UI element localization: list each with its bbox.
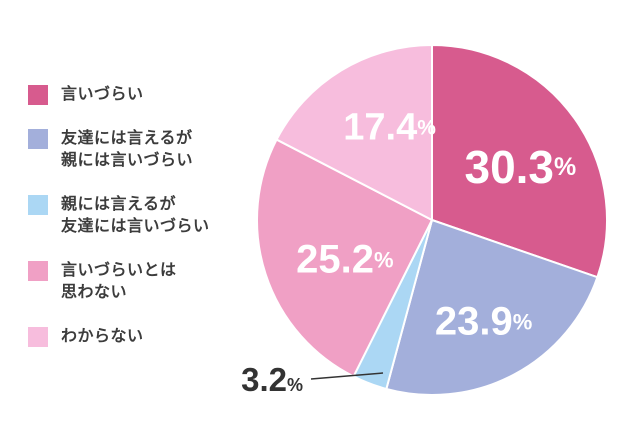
pie-value-label-4: 17.4%: [343, 106, 436, 148]
pie-slice-0: [431, 43, 608, 279]
legend-swatch: [28, 327, 48, 347]
chart-legend: 言いづらい友達には言えるが 親には言いづらい 親には言えるが 友達には言いづらい言…: [28, 84, 210, 348]
legend-label: 親には言えるが 友達には言いづらい: [61, 196, 210, 235]
legend-item-1: 友達には言えるが 親には言いづらい: [28, 128, 210, 172]
pie-slice-3: [256, 138, 434, 378]
pie-value-label-0: 30.3%: [464, 141, 576, 193]
pie-slice-1: [385, 218, 599, 396]
pie-value-label-2: 3.2%: [241, 361, 303, 398]
legend-swatch: [28, 261, 48, 281]
pie-value-label-1: 23.9%: [435, 299, 532, 343]
legend-item-3: 言いづらいとは 思わない: [28, 260, 210, 304]
legend-item-2: 親には言えるが 友達には言いづらい: [28, 194, 210, 238]
legend-label: わからない: [61, 328, 144, 345]
legend-swatch: [28, 129, 48, 149]
legend-label: 友達には言えるが 親には言いづらい: [61, 130, 194, 169]
legend-swatch: [28, 85, 48, 105]
legend-item-0: 言いづらい: [28, 84, 210, 106]
legend-swatch: [28, 195, 48, 215]
pie-value-label-3: 25.2%: [296, 238, 393, 282]
legend-item-4: わからない: [28, 326, 210, 348]
legend-label: 言いづらい: [61, 86, 144, 103]
pie-label-leader-line-2: [310, 372, 384, 380]
legend-label: 言いづらいとは 思わない: [61, 262, 177, 301]
pie-slice-4: [275, 43, 433, 222]
